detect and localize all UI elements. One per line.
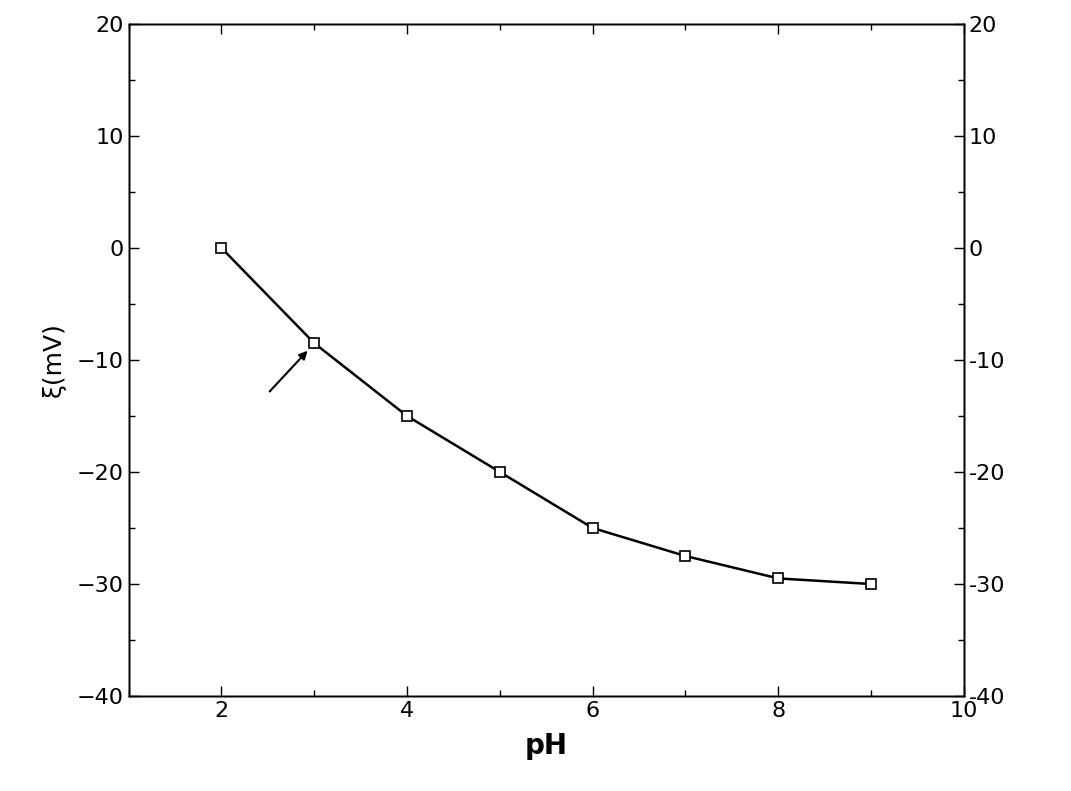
Y-axis label: ξ(mV): ξ(mV) <box>42 323 65 397</box>
X-axis label: pH: pH <box>525 732 568 760</box>
